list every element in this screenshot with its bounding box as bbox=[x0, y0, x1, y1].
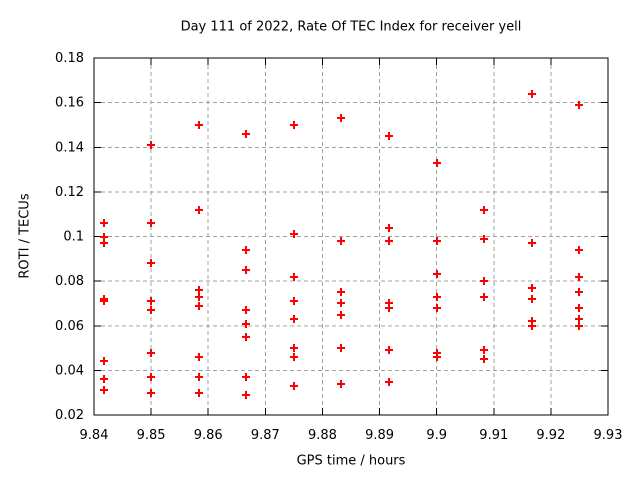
data-point-marker bbox=[385, 237, 393, 245]
data-point-marker bbox=[100, 375, 108, 383]
x-tick-label: 9.89 bbox=[365, 428, 394, 443]
data-point-marker bbox=[290, 382, 298, 390]
data-point-marker bbox=[242, 373, 250, 381]
x-tick-label: 9.87 bbox=[251, 428, 280, 443]
data-point-marker bbox=[528, 90, 536, 98]
x-tick-label: 9.9 bbox=[426, 428, 447, 443]
data-point-marker bbox=[195, 121, 203, 129]
x-tick-label: 9.86 bbox=[194, 428, 223, 443]
data-point-marker bbox=[147, 297, 155, 305]
data-point-marker bbox=[528, 239, 536, 247]
data-point-marker bbox=[290, 353, 298, 361]
data-point-marker bbox=[433, 159, 441, 167]
data-point-marker bbox=[337, 237, 345, 245]
data-point-marker bbox=[337, 114, 345, 122]
data-point-marker bbox=[147, 219, 155, 227]
data-point-marker bbox=[480, 235, 488, 243]
data-point-marker bbox=[242, 320, 250, 328]
data-point-marker bbox=[480, 355, 488, 363]
data-point-marker bbox=[337, 288, 345, 296]
data-point-marker bbox=[147, 306, 155, 314]
data-point-marker bbox=[385, 224, 393, 232]
data-point-marker bbox=[480, 346, 488, 354]
y-tick-label: 0.02 bbox=[55, 408, 84, 423]
data-point-marker bbox=[385, 378, 393, 386]
data-point-marker bbox=[290, 344, 298, 352]
data-point-marker bbox=[290, 297, 298, 305]
data-point-marker bbox=[385, 346, 393, 354]
y-tick-label: 0.1 bbox=[63, 230, 84, 245]
y-tick-label: 0.06 bbox=[55, 319, 84, 334]
data-point-marker bbox=[575, 304, 583, 312]
data-point-marker bbox=[242, 130, 250, 138]
data-point-marker bbox=[337, 299, 345, 307]
data-point-marker bbox=[575, 288, 583, 296]
data-point-marker bbox=[575, 273, 583, 281]
data-point-marker bbox=[528, 322, 536, 330]
data-point-marker bbox=[100, 297, 108, 305]
data-point-marker bbox=[147, 259, 155, 267]
x-axis-label: GPS time / hours bbox=[296, 453, 406, 469]
x-tick-label: 9.88 bbox=[308, 428, 337, 443]
data-point-marker bbox=[480, 277, 488, 285]
data-point-marker bbox=[147, 389, 155, 397]
data-point-marker bbox=[290, 121, 298, 129]
data-point-marker bbox=[385, 304, 393, 312]
data-point-marker bbox=[195, 353, 203, 361]
y-tick-label: 0.16 bbox=[55, 96, 84, 111]
y-axis-label: ROTI / TECUs bbox=[17, 193, 33, 279]
data-point-marker bbox=[242, 333, 250, 341]
data-point-marker bbox=[575, 315, 583, 323]
data-point-marker bbox=[195, 373, 203, 381]
data-point-marker bbox=[100, 386, 108, 394]
data-point-marker bbox=[100, 219, 108, 227]
data-point-marker bbox=[433, 270, 441, 278]
data-point-marker bbox=[575, 101, 583, 109]
data-point-marker bbox=[433, 293, 441, 301]
data-point-marker bbox=[337, 380, 345, 388]
chart-title: Day 111 of 2022, Rate Of TEC Index for r… bbox=[180, 19, 522, 35]
x-tick-label: 9.93 bbox=[594, 428, 623, 443]
data-point-marker bbox=[433, 304, 441, 312]
data-point-marker bbox=[528, 284, 536, 292]
data-point-marker bbox=[433, 353, 441, 361]
data-point-marker bbox=[195, 389, 203, 397]
data-point-marker bbox=[290, 230, 298, 238]
data-point-marker bbox=[100, 239, 108, 247]
data-point-marker bbox=[575, 246, 583, 254]
x-tick-label: 9.92 bbox=[536, 428, 565, 443]
data-point-marker bbox=[242, 246, 250, 254]
data-point-marker bbox=[195, 293, 203, 301]
data-point-marker bbox=[337, 344, 345, 352]
y-tick-label: 0.18 bbox=[55, 51, 84, 66]
data-point-marker bbox=[385, 132, 393, 140]
data-point-marker bbox=[100, 357, 108, 365]
data-point-marker bbox=[337, 311, 345, 319]
data-point-marker bbox=[528, 295, 536, 303]
y-tick-label: 0.12 bbox=[55, 185, 84, 200]
y-tick-label: 0.14 bbox=[55, 140, 84, 155]
data-point-marker bbox=[242, 391, 250, 399]
data-point-marker bbox=[290, 273, 298, 281]
data-point-marker bbox=[242, 266, 250, 274]
y-tick-label: 0.04 bbox=[55, 363, 84, 378]
x-tick-label: 9.84 bbox=[80, 428, 109, 443]
data-point-marker bbox=[480, 293, 488, 301]
data-point-marker bbox=[147, 349, 155, 357]
x-tick-label: 9.85 bbox=[137, 428, 166, 443]
data-point-marker bbox=[195, 206, 203, 214]
data-point-marker bbox=[195, 302, 203, 310]
y-tick-label: 0.08 bbox=[55, 274, 84, 289]
data-point-marker bbox=[433, 237, 441, 245]
data-point-marker bbox=[147, 141, 155, 149]
x-tick-label: 9.91 bbox=[479, 428, 508, 443]
data-point-marker bbox=[290, 315, 298, 323]
data-point-marker bbox=[575, 322, 583, 330]
data-point-marker bbox=[242, 306, 250, 314]
data-point-marker bbox=[195, 286, 203, 294]
data-point-marker bbox=[147, 373, 155, 381]
data-point-marker bbox=[480, 206, 488, 214]
